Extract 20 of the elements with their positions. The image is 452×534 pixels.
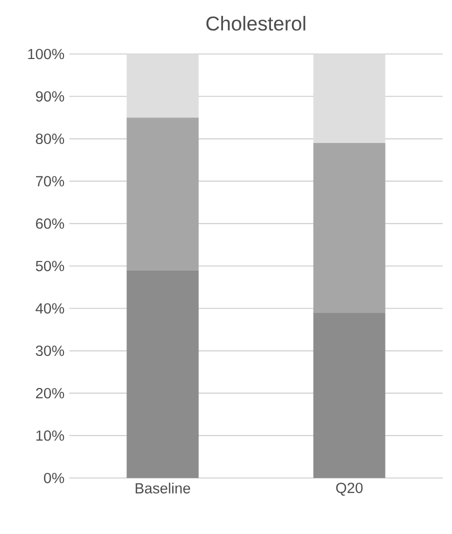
- y-tick-label: 90%: [36, 91, 64, 102]
- chart-title: Cholesterol: [206, 16, 306, 31]
- bar: [126, 118, 199, 270]
- y-tick-label: 60%: [36, 218, 64, 229]
- y-tick-label: 50%: [36, 260, 64, 272]
- y-tick-label: 0%: [44, 472, 64, 484]
- bar: [313, 54, 386, 144]
- y-tick-label: 10%: [36, 430, 64, 441]
- bar: [126, 54, 199, 118]
- y-tick-label: 70%: [36, 176, 64, 186]
- y-tick-label: 30%: [36, 346, 64, 356]
- y-tick-label: 100%: [28, 48, 64, 60]
- bar: [126, 270, 199, 478]
- bar: [313, 143, 386, 313]
- bar: [313, 312, 386, 478]
- y-tick-label: 20%: [36, 388, 64, 398]
- y-tick-label: 80%: [36, 134, 64, 144]
- x-tick-label: Baseline: [136, 482, 190, 494]
- x-tick-label: Q20: [336, 482, 363, 496]
- y-tick-label: 40%: [36, 303, 64, 314]
